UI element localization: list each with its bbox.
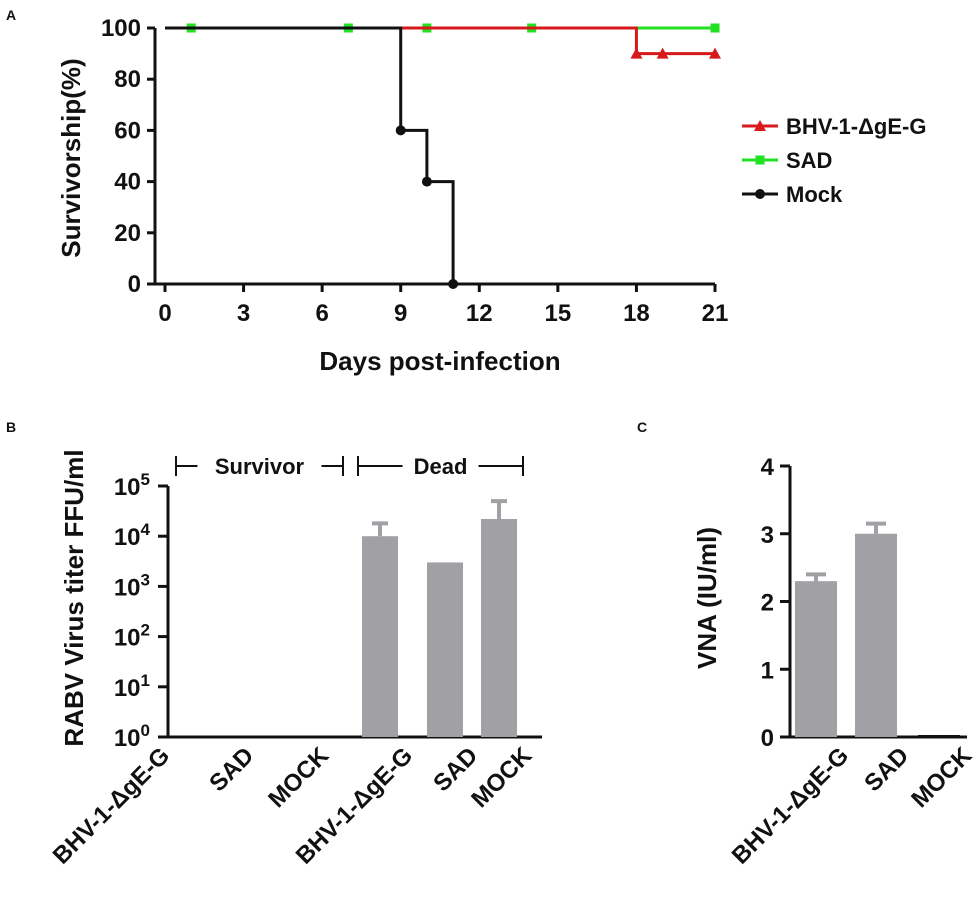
titer-ytick-label: 101 (114, 671, 150, 702)
legend-marker (755, 155, 765, 165)
survival-xtick-label: 18 (623, 300, 650, 327)
survival-chart: Survivorship(%) Days post-infection 0 20 4… (56, 15, 927, 376)
survival-point (395, 125, 406, 136)
vna-ytick-label: 4 (761, 454, 775, 481)
titer-bar (481, 519, 517, 737)
survival-xtick-label: 3 (237, 300, 250, 327)
survival-xtick-label: 6 (315, 300, 328, 327)
vna-bar (855, 533, 897, 737)
survival-point (710, 23, 720, 33)
survival-point (421, 176, 432, 187)
legend-label: SAD (786, 148, 832, 173)
survival-xlabel: Days post-infection (319, 346, 560, 376)
survival-point (656, 47, 669, 59)
titer-category-label: SAD (204, 742, 259, 797)
vna-category-label: BHV-1-ΔgE-G (727, 742, 854, 869)
survival-line-bhv-1-ge-g (165, 26, 715, 56)
vna-category-label: SAD (859, 742, 914, 797)
vna-ytick-label: 3 (761, 522, 774, 549)
vna-ylabel: VNA (IU/ml) (692, 527, 722, 669)
vna-category-label: MOCK (906, 742, 976, 813)
titer-category-label: BHV-1-ΔgE-G (48, 742, 175, 869)
titer-ytick-label: 102 (114, 621, 150, 652)
survival-ytick-label: 20 (114, 220, 141, 247)
survival-ytick-label: 100 (101, 15, 141, 42)
panel-letter-c: C (637, 419, 647, 435)
survival-xtick-label: 0 (158, 300, 171, 327)
survival-ytick-label: 60 (114, 117, 141, 144)
survival-point (448, 279, 459, 289)
titer-bar (362, 536, 398, 737)
panel-letter-a: A (6, 7, 16, 23)
survival-xtick-label: 21 (702, 300, 729, 327)
vna-ytick-label: 1 (761, 657, 774, 684)
bracket-label: Survivor (215, 454, 305, 479)
vna-ytick-label: 2 (761, 590, 774, 617)
vna-ytick-label: 0 (761, 725, 774, 752)
legend-marker (755, 189, 765, 199)
survival-xtick-label: 15 (545, 300, 572, 327)
vna-bar (795, 581, 837, 737)
titer-category-label: MOCK (466, 742, 537, 813)
titer-ytick-label: 100 (114, 721, 150, 752)
survival-point (709, 47, 721, 59)
titer-bar (427, 562, 463, 737)
survival-line-mock (165, 26, 455, 284)
titer-ytick-label: 105 (114, 470, 150, 501)
survival-xtick-label: 12 (466, 300, 493, 327)
panel-letter-b: B (6, 419, 16, 435)
legend-marker (754, 120, 766, 131)
survival-ylabel: Survivorship(%) (56, 58, 86, 257)
titer-ylabel: RABV Virus titer FFU/ml (59, 449, 89, 746)
survival-ytick-label: 40 (114, 169, 141, 196)
survival-xtick-label: 9 (394, 300, 407, 327)
survival-point (630, 47, 643, 59)
survival-ytick-label: 0 (128, 271, 141, 298)
bracket-label: Dead (414, 454, 468, 479)
survival-ytick-label: 80 (114, 66, 141, 93)
titer-ytick-label: 104 (114, 520, 151, 551)
vna-bar (918, 735, 960, 737)
titer-chart: RABV Virus titer FFU/ml 100 101 102 103 104 1… (48, 449, 542, 870)
titer-ytick-label: 103 (114, 570, 150, 601)
legend-label: BHV-1-ΔgE-G (786, 114, 927, 139)
titer-category-label: MOCK (263, 742, 334, 813)
legend-label: Mock (786, 182, 843, 207)
